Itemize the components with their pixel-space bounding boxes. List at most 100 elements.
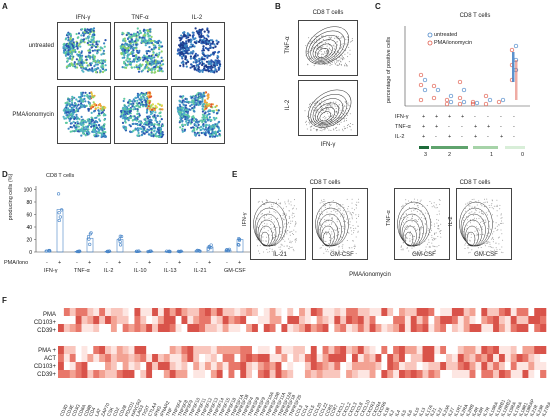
tsne-point xyxy=(144,117,147,120)
tsne-point xyxy=(136,27,139,30)
heatmap-cell xyxy=(340,308,347,316)
flow-event xyxy=(333,209,335,211)
heatmap-cell xyxy=(222,316,229,324)
flow-event xyxy=(323,199,325,201)
heatmap-cell xyxy=(428,370,435,378)
density-contour xyxy=(397,201,431,247)
heatmap-cell xyxy=(346,362,353,370)
flow-event xyxy=(497,237,499,239)
tsne-point xyxy=(143,126,146,129)
tsne-point xyxy=(138,114,141,117)
flow-event xyxy=(340,206,342,208)
flow-event xyxy=(339,117,340,119)
tsne-point xyxy=(81,54,84,57)
tsne-point xyxy=(180,113,183,116)
heatmap-cell xyxy=(240,346,247,354)
tsne-point xyxy=(178,49,181,52)
flow-event xyxy=(425,246,427,248)
tsne-point xyxy=(209,42,212,45)
heatmap-cell xyxy=(275,370,282,378)
flow-event xyxy=(436,222,438,224)
flow-event xyxy=(268,210,270,212)
heatmap-cell xyxy=(210,354,218,362)
tsne-point xyxy=(153,108,156,112)
tsne-point xyxy=(201,110,204,113)
tsne-point xyxy=(202,124,205,128)
tsne-point xyxy=(199,92,202,95)
flow-event xyxy=(493,208,495,210)
flow-event xyxy=(322,45,324,47)
tsne-point xyxy=(150,71,153,74)
combo-sign: + xyxy=(448,134,452,140)
flow-event xyxy=(439,199,441,201)
tsne-point xyxy=(83,61,86,64)
heatmap-cell xyxy=(375,346,382,354)
flow-event xyxy=(322,232,324,234)
tsne-point xyxy=(139,31,142,35)
flow-event xyxy=(496,205,498,207)
flow-event xyxy=(314,115,315,117)
tsne-point xyxy=(154,119,157,122)
tsne-point xyxy=(90,105,93,108)
tsne-point xyxy=(122,111,125,114)
heatmap-cell xyxy=(310,354,317,362)
heatmap-cell xyxy=(281,316,288,324)
donor-point xyxy=(57,218,61,223)
tsne-point xyxy=(200,131,203,135)
tsne-point xyxy=(135,53,138,57)
tsne-point xyxy=(185,114,188,117)
heatmap-cell xyxy=(240,316,247,324)
flow-event xyxy=(351,38,353,40)
heatmap-cell xyxy=(152,370,159,378)
flow-event xyxy=(295,241,297,243)
tsne-point xyxy=(150,59,153,62)
flow-event xyxy=(288,218,290,219)
flow-event xyxy=(322,53,324,55)
heatmap-cell xyxy=(122,370,129,378)
flow-event xyxy=(419,252,421,254)
heatmap-cell xyxy=(175,354,182,362)
flow-event xyxy=(283,245,285,247)
flow-event xyxy=(431,206,433,208)
flow-event xyxy=(289,234,291,236)
flow-event xyxy=(268,234,270,236)
flow-event xyxy=(349,49,351,51)
tsne-point xyxy=(81,93,84,96)
heatmap-cell xyxy=(275,308,282,316)
tsne-point xyxy=(132,32,136,35)
heatmap-cell xyxy=(387,324,394,332)
flow-event xyxy=(428,239,430,241)
flow-event xyxy=(280,243,282,245)
heatmap-cell xyxy=(152,324,159,332)
heatmap-cell xyxy=(422,354,429,362)
heatmap-cell xyxy=(534,354,541,362)
tsne-point xyxy=(154,116,157,120)
tsne-point xyxy=(196,63,199,67)
tsne-point xyxy=(99,70,102,73)
flow-event xyxy=(486,241,488,243)
tsne-point xyxy=(152,134,155,137)
tsne-point xyxy=(82,121,85,124)
heatmap-cell xyxy=(246,362,253,370)
flow-event xyxy=(402,204,404,206)
tsne-point xyxy=(201,58,204,61)
flow-event xyxy=(263,227,265,229)
flow-event xyxy=(319,217,321,219)
heatmap-cell xyxy=(522,324,529,332)
tsne-point xyxy=(217,126,220,129)
flow-event xyxy=(435,207,437,209)
flow-event xyxy=(330,50,332,51)
heatmap-cell xyxy=(110,354,118,362)
tsne-point xyxy=(185,120,188,123)
flow-event xyxy=(321,214,323,215)
combo-point xyxy=(431,95,437,101)
heatmap-cell xyxy=(469,346,476,354)
tsne-point xyxy=(149,118,152,121)
flow-event xyxy=(310,128,312,130)
heatmap-cell xyxy=(246,316,253,324)
tsne-point xyxy=(145,122,149,125)
heatmap-cell xyxy=(199,316,206,324)
treat-sign: + xyxy=(178,260,182,266)
flow-event xyxy=(268,217,270,219)
flow-event xyxy=(269,248,271,250)
